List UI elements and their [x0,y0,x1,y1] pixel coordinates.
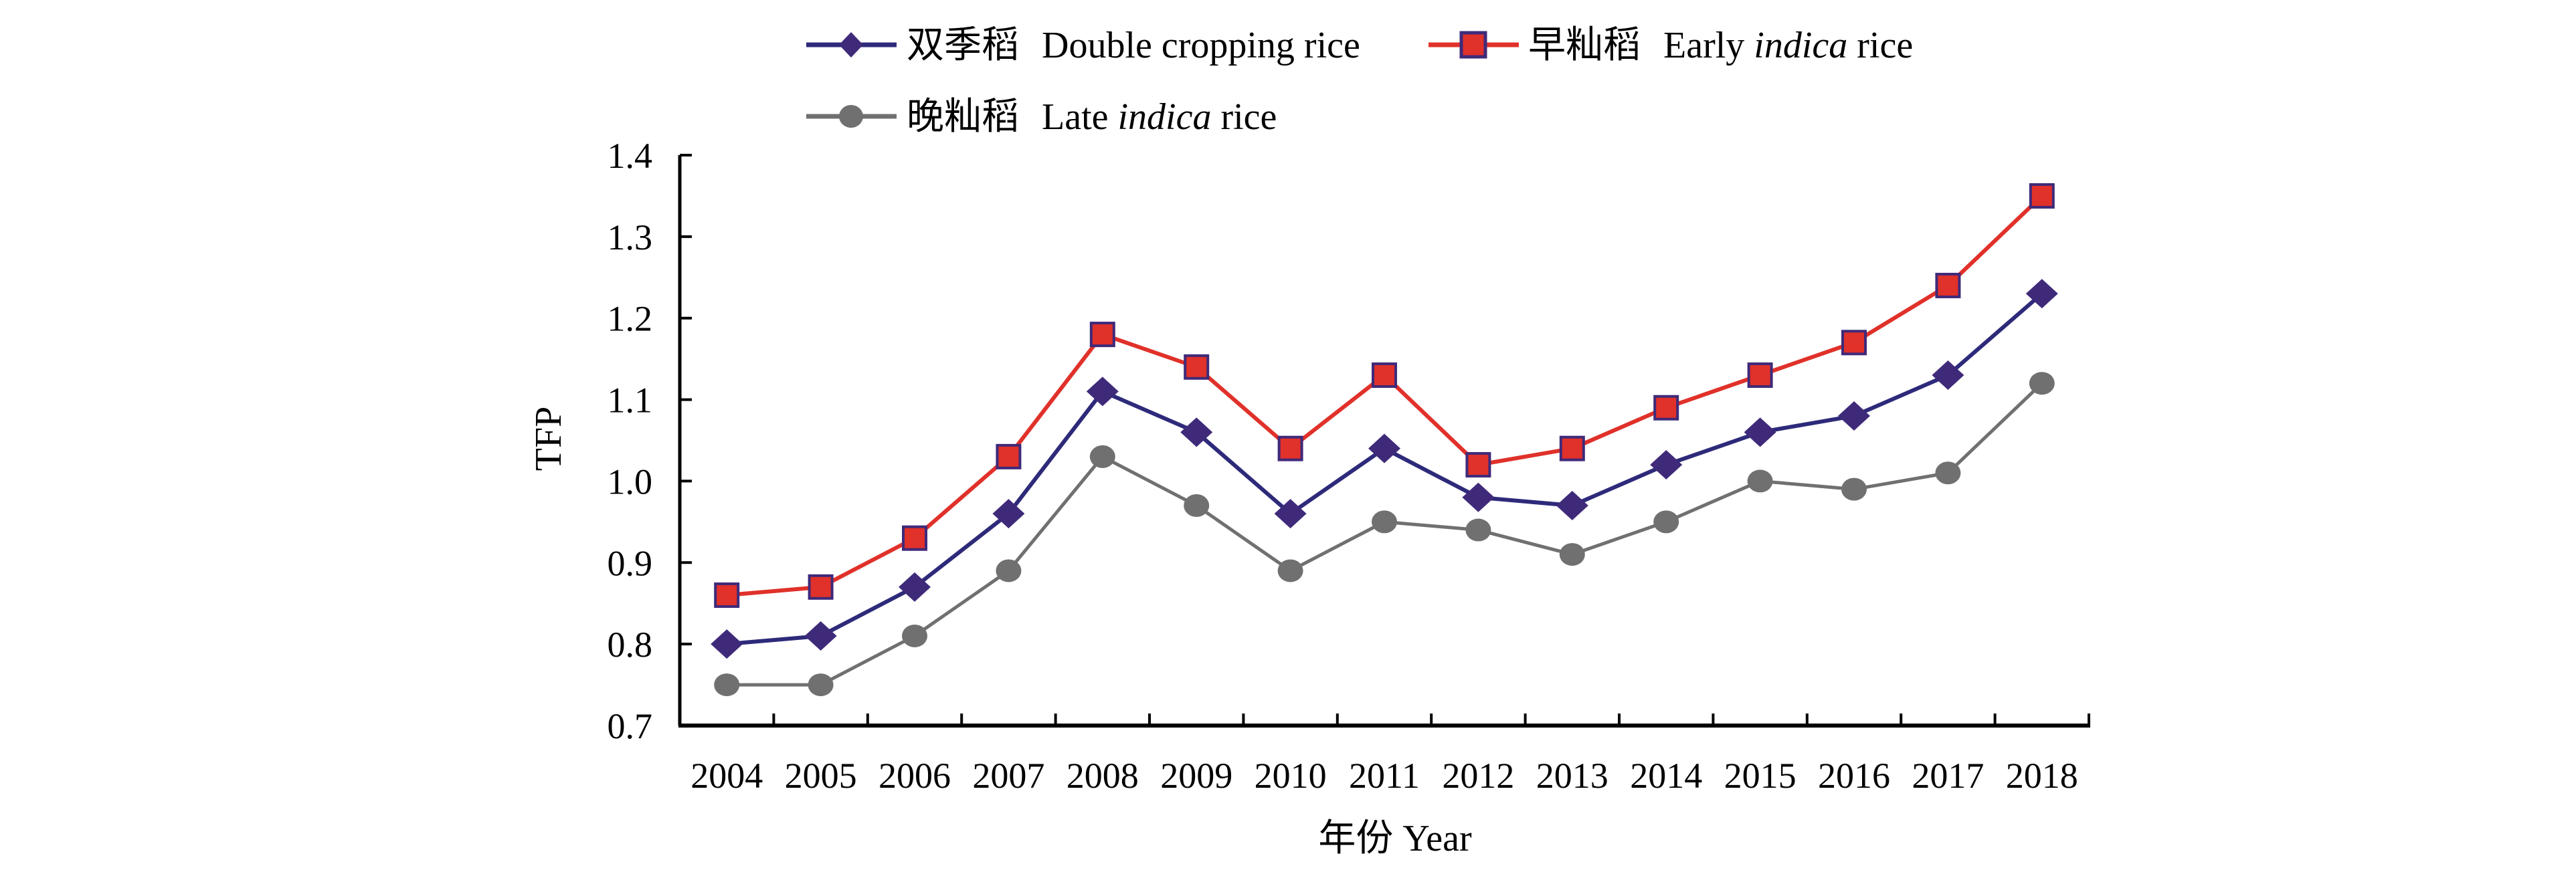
data-point-square [2029,183,2055,209]
data-point-circle [808,673,834,697]
y-tick-label: 1.4 [608,136,653,176]
x-tick-label: 2005 [785,756,857,796]
x-tick-label: 2007 [972,756,1044,796]
data-point-circle [996,559,1022,582]
legend-label-en-post: rice [1857,25,1913,66]
legend-label-en-italic: indica [1117,96,1211,138]
data-point-circle [1653,510,1679,534]
x-tick-label: 2011 [1349,756,1420,796]
data-point-diamond [2025,279,2058,309]
data-point-square [1184,354,1210,380]
series-layer [711,183,2058,697]
y-tick-label: 0.7 [608,706,653,746]
legend-label-en-post: rice [1220,96,1277,138]
y-tick-label: 1.2 [608,299,653,339]
x-tick-label: 2004 [691,756,763,796]
svg-text:晚籼稻 Late indi: 晚籼稻 Late indica rice [907,96,1277,138]
data-point-diamond [804,621,837,651]
diamond-marker-icon [839,32,863,58]
data-point-square [1935,272,1961,298]
data-point-diamond [1744,417,1776,447]
data-point-diamond [1556,490,1588,520]
data-point-diamond [1180,417,1213,447]
legend-label-en: Double cropping rice [1042,25,1360,66]
data-point-square [714,582,740,609]
legend-label-en-pre: Late [1042,96,1117,138]
legend-label-cn: 早籼稻 [1528,25,1641,66]
data-point-circle [714,673,740,697]
data-point-circle [1184,494,1210,517]
legend-item-late-indica: 晚籼稻 Late indica rice [806,96,1277,138]
legend: 双季稻 Double cropping rice 早籼稻 Early indic… [806,25,1913,138]
svg-text:双季稻 Double cropping ri: 双季稻 Double cropping rice [907,25,1360,66]
data-point-diamond [1274,499,1307,529]
x-tick-label: 2006 [879,756,951,796]
x-tick-label: 2018 [2006,756,2078,796]
series-square [714,183,2055,609]
data-point-square [1372,362,1397,389]
x-ticks: 2004 2005 2006 2007 2008 2009 2010 2011 2012 2013… [691,714,2090,796]
data-point-diamond [1368,433,1400,463]
y-tick-label: 0.8 [608,625,653,665]
circle-marker-icon [839,105,863,128]
x-tick-label: 2009 [1160,756,1232,796]
y-axis-title: TFP [528,407,569,471]
data-point-circle [1747,469,1773,493]
data-point-square [808,574,834,600]
x-tick-label: 2015 [1724,756,1797,796]
x-tick-label: 2014 [1630,756,1702,796]
data-point-diamond [1650,450,1683,480]
series-diamond [711,279,2058,659]
y-tick-label: 1.0 [608,461,653,502]
data-point-circle [1089,445,1115,468]
data-point-square [1653,395,1679,421]
data-point-diamond [1932,360,1964,391]
data-point-diamond [899,572,931,602]
data-point-square [1089,322,1115,348]
data-point-diamond [992,499,1025,529]
data-point-circle [1277,559,1303,582]
data-point-square [1277,435,1303,461]
data-point-diamond [1086,376,1119,407]
axes: 0.70.80.91.01.11.21.31.4 2004 2005 2006 200… [608,136,2090,796]
data-point-circle [902,624,927,647]
data-point-square [1465,452,1491,478]
data-point-circle [1559,543,1585,566]
data-point-diamond [1462,482,1495,512]
data-point-diamond [1838,401,1870,431]
data-point-square [1747,362,1773,389]
x-tick-label: 2008 [1067,756,1139,796]
x-tick-label: 2012 [1442,756,1514,796]
data-point-circle [1465,518,1491,542]
legend-label-en-italic: indica [1754,25,1847,66]
y-ticks: 0.7 0.8 0.9 1.0 1.1 1.2 1.3 1.4 [608,136,692,746]
y-tick-label: 1.3 [608,217,653,257]
data-point-circle [2029,372,2055,395]
square-marker-icon [1459,31,1487,59]
data-point-circle [1372,510,1397,534]
x-tick-label: 2010 [1255,756,1327,796]
y-tick-label: 1.1 [608,380,653,421]
data-point-circle [1841,477,1867,501]
legend-item-double-cropping: 双季稻 Double cropping rice [806,25,1360,66]
data-point-square [902,525,927,551]
data-point-diamond [711,629,743,659]
x-tick-label: 2013 [1536,756,1608,796]
data-point-square [996,443,1022,469]
legend-label-cn: 晚籼稻 [907,96,1019,138]
x-tick-label: 2017 [1912,756,1984,796]
series-circle [714,372,2055,697]
svg-text:早籼稻 Early ind: 早籼稻 Early indica rice [1528,25,1913,66]
x-axis-title: 年份 Year [1318,818,1472,859]
data-point-circle [1935,461,1961,485]
y-tick-label: 0.9 [608,543,653,583]
legend-item-early-indica: 早籼稻 Early indica rice [1429,25,1913,66]
legend-label-cn: 双季稻 [907,25,1019,66]
data-point-square [1841,330,1867,356]
x-tick-label: 2016 [1818,756,1890,796]
legend-label-en-pre: Early [1663,25,1754,66]
data-point-square [1559,435,1585,461]
